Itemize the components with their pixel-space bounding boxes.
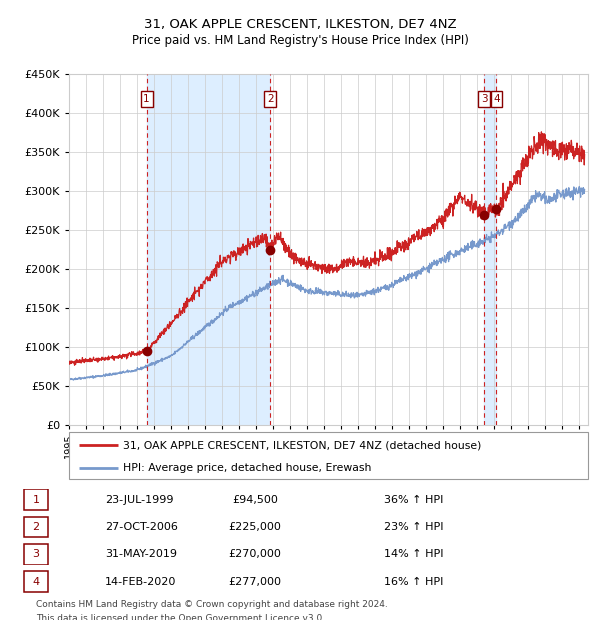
FancyBboxPatch shape <box>69 432 588 479</box>
Text: HPI: Average price, detached house, Erewash: HPI: Average price, detached house, Erew… <box>124 463 372 474</box>
FancyBboxPatch shape <box>25 516 47 538</box>
Text: 14% ↑ HPI: 14% ↑ HPI <box>384 549 443 559</box>
FancyBboxPatch shape <box>25 489 47 510</box>
Text: 1: 1 <box>143 94 150 104</box>
Text: 3: 3 <box>32 549 40 559</box>
Text: £94,500: £94,500 <box>232 495 278 505</box>
Text: £277,000: £277,000 <box>229 577 281 587</box>
Text: 31, OAK APPLE CRESCENT, ILKESTON, DE7 4NZ (detached house): 31, OAK APPLE CRESCENT, ILKESTON, DE7 4N… <box>124 440 482 450</box>
FancyBboxPatch shape <box>25 571 47 592</box>
Text: 1: 1 <box>32 495 40 505</box>
Text: Contains HM Land Registry data © Crown copyright and database right 2024.: Contains HM Land Registry data © Crown c… <box>36 600 388 609</box>
Text: 31, OAK APPLE CRESCENT, ILKESTON, DE7 4NZ: 31, OAK APPLE CRESCENT, ILKESTON, DE7 4N… <box>143 19 457 31</box>
Text: 27-OCT-2006: 27-OCT-2006 <box>105 522 178 532</box>
Text: 23% ↑ HPI: 23% ↑ HPI <box>384 522 443 532</box>
Text: 23-JUL-1999: 23-JUL-1999 <box>105 495 173 505</box>
Text: 4: 4 <box>493 94 500 104</box>
Text: Price paid vs. HM Land Registry's House Price Index (HPI): Price paid vs. HM Land Registry's House … <box>131 34 469 46</box>
Text: 14-FEB-2020: 14-FEB-2020 <box>105 577 176 587</box>
Text: 2: 2 <box>32 522 40 532</box>
Bar <box>484 74 496 425</box>
Text: 36% ↑ HPI: 36% ↑ HPI <box>384 495 443 505</box>
Text: 2: 2 <box>267 94 274 104</box>
Text: £270,000: £270,000 <box>229 549 281 559</box>
Text: This data is licensed under the Open Government Licence v3.0.: This data is licensed under the Open Gov… <box>36 614 325 620</box>
Text: 31-MAY-2019: 31-MAY-2019 <box>105 549 177 559</box>
Text: £225,000: £225,000 <box>229 522 281 532</box>
Text: 16% ↑ HPI: 16% ↑ HPI <box>384 577 443 587</box>
Text: 3: 3 <box>481 94 488 104</box>
Bar <box>146 74 270 425</box>
Text: 4: 4 <box>32 577 40 587</box>
FancyBboxPatch shape <box>25 544 47 565</box>
